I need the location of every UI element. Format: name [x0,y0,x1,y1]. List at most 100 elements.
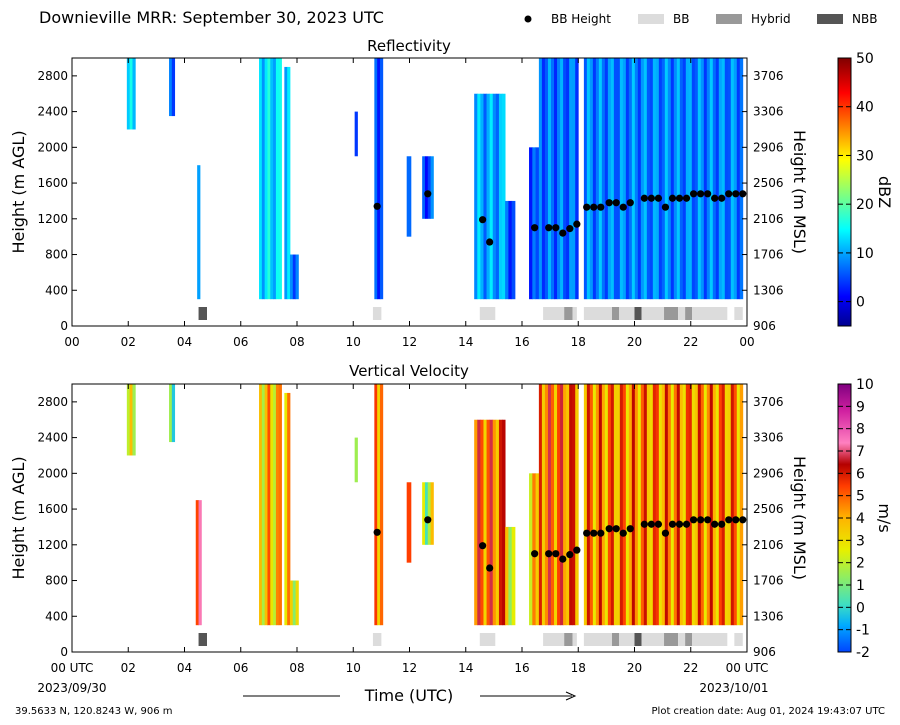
echo-strip [126,58,131,130]
echo-strip [607,58,612,300]
echo-strip [292,580,296,626]
bb-height-point [675,520,684,528]
echo-strip [289,254,294,300]
echo-strip [430,156,434,219]
echo-strip [721,384,726,626]
echo-strip [354,437,358,483]
echo-strip [422,482,426,545]
y2-tick-label: 906 [753,319,776,333]
echo-strip [706,384,711,626]
echo-strip [132,58,136,130]
echo-strip [739,58,744,300]
bb-height-point [668,520,677,528]
echo-strip [563,384,567,626]
echo-strip [377,58,381,300]
echo-strip [661,384,666,626]
plot-creation-date: Plot creation date: Aug 01, 2024 19:43:0… [652,706,885,717]
bb-height-point [573,546,581,554]
x-tick-label: 18 [571,661,586,675]
panel-title-reflectivity: Reflectivity [367,37,451,55]
bb-type-segment-bb [692,307,728,320]
echo-strip [560,384,564,626]
reflectivity-colorbar-label: dBZ [875,176,894,208]
legend-nbb-swatch [817,14,843,24]
bb-height-point [545,550,553,558]
colorbar-tick-label: 10 [856,246,874,262]
echo-strip [688,384,693,626]
bb-height-point [612,525,620,533]
bb-height-point [552,224,560,232]
echo-strip [613,384,618,626]
echo-strip [697,384,702,626]
echo-strip [377,384,381,626]
bb-type-segment-nbb [198,633,207,646]
bb-height-point [626,525,634,533]
legend-hybrid-label: Hybrid [751,12,791,26]
start-date: 2023/09/30 [37,681,106,695]
y2-tick-label: 3706 [753,395,784,409]
x-tick-label: 00 [64,335,79,349]
bb-type-segment-bb [583,633,613,646]
echo-strip [679,58,684,300]
time-axis-title: Time (UTC) [364,686,453,705]
echo-strip [495,419,500,626]
echo-strip [610,58,615,300]
echo-strip [554,384,558,626]
y-tick-label: 2800 [37,69,68,83]
echo-strip [406,482,412,563]
echo-strip [569,384,573,626]
legend: BB Height BB Hybrid NBB [524,12,877,26]
colorbar-tick-label: 3 [856,533,865,549]
x-tick-label: 00 [739,335,754,349]
echo-strip [261,58,266,300]
colorbar-tick-label: 20 [856,197,874,213]
y2-tick-label: 2106 [753,538,784,552]
echo-strip [374,58,378,300]
bb-height-point [711,520,719,528]
echo-strip [374,384,378,626]
echo-strip [198,500,202,626]
echo-strip [126,384,131,456]
echo-strip [275,384,280,626]
echo-strip [712,58,717,300]
echo-strip [592,384,597,626]
x-tick-label: 18 [571,335,586,349]
echo-strip [709,384,714,626]
echo-strip [721,58,726,300]
bb-type-segment-bb [619,307,635,320]
bb-type-segment-bb [572,633,577,646]
colorbar-tick-label: 5 [856,489,865,505]
echo-strip [658,384,663,626]
bb-height-point [612,199,620,207]
bb-type-segment-hybrid [664,307,679,320]
y2-tick-label: 2506 [753,502,784,516]
bb-height-point [689,516,698,524]
echo-strip [589,384,594,626]
bb-height-point [583,203,591,211]
bb-height-point [696,190,705,198]
echo-strip [195,500,199,626]
y2-tick-label: 2906 [753,140,784,154]
echo-strip [535,147,540,300]
y2-tick-label: 3706 [753,69,784,83]
y-tick-label: 0 [60,319,68,333]
echo-strip [508,200,513,300]
echo-strip [492,93,497,300]
bb-height-point [373,202,381,210]
bb-height-point [486,564,494,572]
echo-strip [505,200,509,300]
x-tick-label: 04 [177,661,192,675]
echo-strip [284,66,288,300]
echo-strip [664,384,669,626]
bb-type-segment-bb [583,307,613,320]
echo-strip [505,526,509,626]
echo-strip [640,384,645,626]
echo-strip [264,384,268,626]
x-tick-label: 14 [458,661,473,675]
velocity-colorbar-ticks: -2 -1 0 1 2 3 4 5 6 7 8 9 10 [838,377,874,661]
bb-height-point [531,224,539,232]
y-tick-label: 800 [45,574,68,588]
y-tick-label: 1200 [37,538,68,552]
echo-strip [730,58,735,300]
